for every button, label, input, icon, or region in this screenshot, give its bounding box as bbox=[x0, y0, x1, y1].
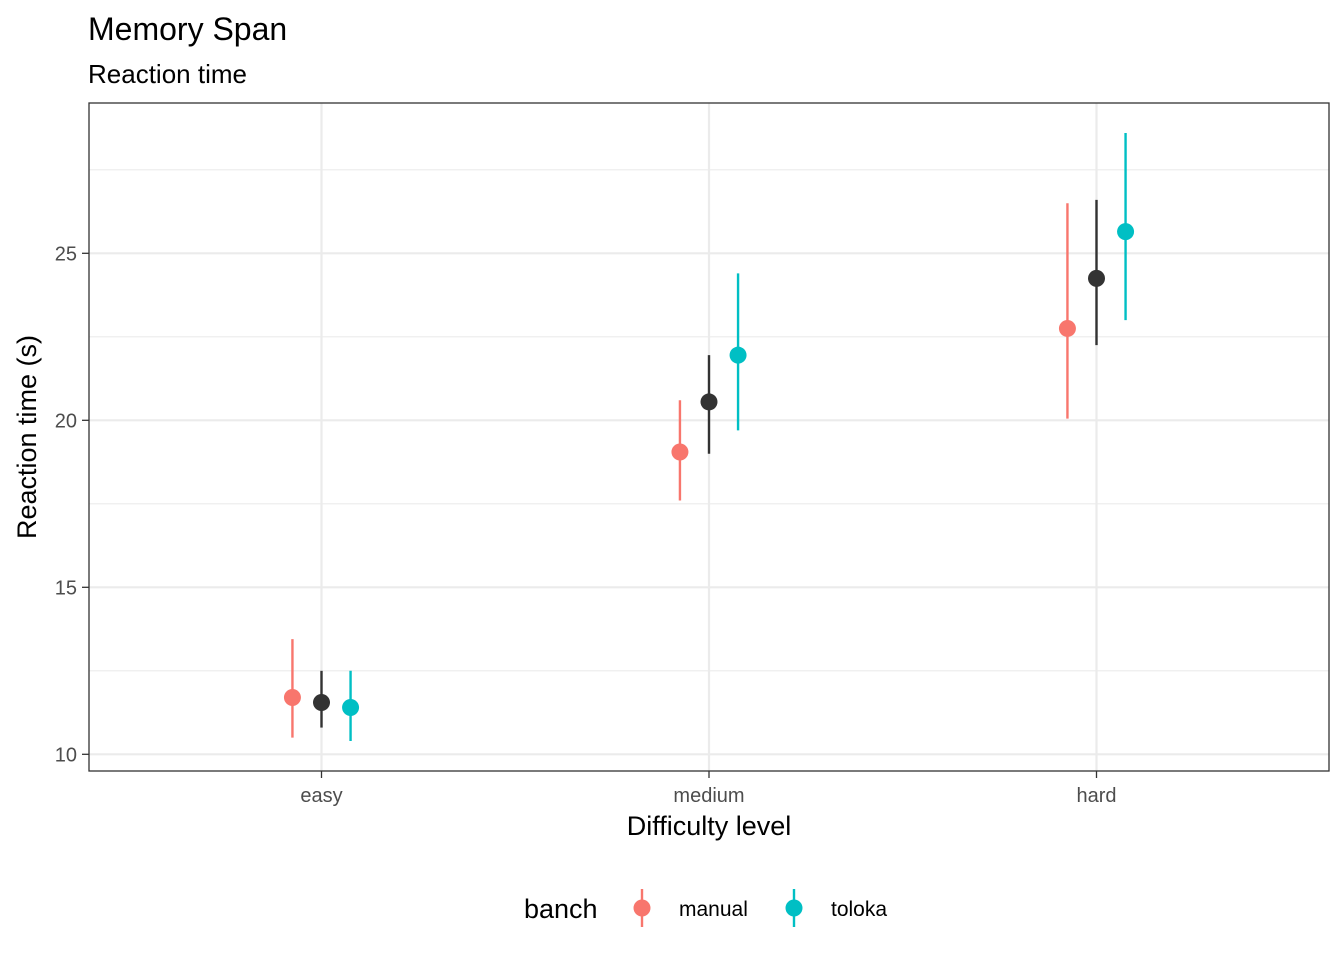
data-marks bbox=[283, 133, 1135, 741]
y-axis-title: Reaction time (s) bbox=[12, 335, 42, 539]
point-overall-easy bbox=[313, 694, 330, 712]
x-tick-label-medium: medium bbox=[673, 785, 744, 807]
point-toloka-hard bbox=[1117, 223, 1135, 241]
point-overall-hard bbox=[1088, 269, 1105, 287]
point-manual-medium bbox=[671, 443, 689, 461]
y-tick-label: 15 bbox=[55, 577, 77, 599]
legend: banch manual toloka bbox=[524, 889, 887, 927]
x-axis-title: Difficulty level bbox=[627, 811, 792, 841]
point-toloka-easy bbox=[342, 699, 360, 717]
y-tick-label: 10 bbox=[55, 744, 77, 766]
chart-subtitle: Reaction time bbox=[88, 59, 247, 89]
point-manual-hard bbox=[1058, 319, 1076, 337]
x-tick-label-easy: easy bbox=[300, 785, 342, 807]
legend-label-toloka: toloka bbox=[831, 898, 887, 921]
legend-title: banch bbox=[524, 894, 598, 924]
point-toloka-medium bbox=[729, 346, 747, 364]
legend-label-manual: manual bbox=[679, 898, 748, 921]
chart-title: Memory Span bbox=[88, 11, 287, 47]
legend-key-point-manual bbox=[633, 899, 651, 917]
point-overall-medium bbox=[700, 393, 718, 411]
legend-key-point-toloka bbox=[785, 899, 803, 917]
x-tick-label-hard: hard bbox=[1076, 785, 1116, 807]
point-manual-easy bbox=[283, 689, 301, 707]
y-tick-label: 25 bbox=[55, 243, 77, 265]
y-tick-label: 20 bbox=[55, 410, 77, 432]
axis-ticks: 10 15 20 25 easy medium hard bbox=[55, 243, 1117, 807]
